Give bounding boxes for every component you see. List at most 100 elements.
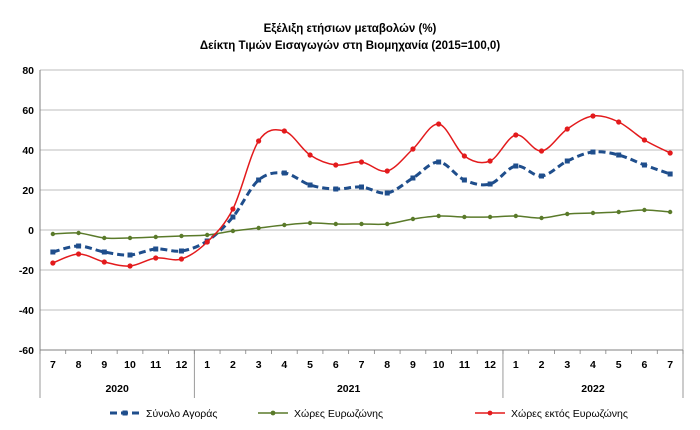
data-point	[410, 146, 416, 152]
data-point	[101, 249, 107, 255]
y-tick-label: 40	[22, 145, 34, 157]
data-point	[487, 214, 493, 220]
x-tick-label: 7	[667, 359, 673, 371]
x-tick-label: 10	[433, 359, 445, 371]
y-tick-label: 20	[22, 185, 34, 197]
x-tick-label: 5	[616, 359, 622, 371]
data-point	[307, 182, 313, 188]
data-point	[462, 214, 467, 220]
x-tick-label: 11	[150, 359, 161, 371]
x-tick-label: 7	[50, 359, 56, 371]
data-point	[590, 149, 596, 155]
data-point	[230, 214, 236, 220]
data-point	[256, 177, 262, 183]
legend-marker	[270, 410, 276, 416]
data-point	[564, 158, 570, 164]
y-tick-label: -40	[19, 305, 34, 317]
data-point	[461, 153, 467, 159]
x-tick-label: 3	[564, 359, 570, 371]
data-point	[436, 121, 442, 127]
data-point	[76, 230, 81, 236]
data-point	[256, 138, 262, 144]
data-point	[307, 220, 313, 226]
data-point	[667, 171, 673, 177]
data-point	[359, 184, 364, 190]
data-point	[667, 150, 673, 156]
data-point	[333, 162, 339, 168]
x-tick-label: 11	[459, 359, 470, 371]
data-point	[384, 168, 390, 174]
year-label: 2020	[105, 383, 129, 395]
year-label: 2021	[337, 383, 361, 395]
data-point	[179, 233, 184, 239]
data-point	[281, 170, 287, 176]
x-tick-label: 8	[76, 359, 82, 371]
data-point	[539, 215, 544, 221]
y-tick-label: -60	[19, 345, 34, 357]
data-point	[359, 221, 364, 227]
data-point	[256, 225, 261, 231]
data-point	[178, 256, 185, 262]
data-point	[487, 181, 493, 187]
data-point	[590, 210, 596, 216]
data-point	[641, 137, 648, 143]
legend-label: Χώρες εκτός Ευρωζώνης	[511, 408, 628, 420]
legend-label: Χώρες Ευρωζώνης	[294, 408, 383, 420]
data-point	[101, 259, 107, 265]
data-point	[616, 209, 621, 215]
data-point	[358, 159, 365, 165]
data-point	[127, 263, 133, 269]
data-point	[616, 152, 622, 158]
data-point	[667, 209, 673, 215]
data-point	[616, 119, 622, 125]
data-point	[204, 239, 210, 245]
data-point	[230, 228, 236, 234]
data-point	[513, 132, 519, 138]
data-point	[539, 173, 545, 179]
data-point	[385, 221, 390, 227]
series-lines	[50, 113, 673, 269]
data-point	[590, 113, 596, 119]
data-point	[565, 211, 570, 217]
x-tick-label: 10	[124, 359, 136, 371]
x-tick-label: 8	[384, 359, 390, 371]
data-point	[436, 159, 442, 165]
x-tick-label: 2	[539, 359, 545, 371]
legend-label: Σύνολο Αγοράς	[146, 408, 217, 420]
x-tick-label: 9	[101, 359, 107, 371]
x-tick-label: 4	[281, 359, 287, 371]
data-point	[436, 213, 441, 219]
year-label: 2022	[581, 383, 605, 395]
data-point	[564, 126, 570, 132]
data-point	[153, 246, 159, 252]
data-point	[204, 232, 210, 238]
data-point	[282, 222, 287, 228]
series-line-3	[52, 115, 671, 267]
data-point	[153, 255, 159, 261]
data-point	[384, 190, 390, 196]
x-tick-label: 1	[513, 359, 519, 371]
data-point	[333, 186, 339, 192]
x-tick-label: 3	[256, 359, 262, 371]
data-point	[50, 231, 56, 237]
legend-marker	[122, 410, 128, 416]
x-tick-label: 2	[230, 359, 236, 371]
data-point	[642, 207, 647, 213]
data-point	[127, 252, 133, 258]
series-line-1	[52, 150, 671, 257]
data-point	[50, 249, 56, 255]
y-tick-label: 80	[22, 65, 34, 77]
data-point	[487, 158, 493, 164]
data-point	[461, 177, 467, 183]
data-point	[50, 260, 56, 266]
data-point	[641, 162, 647, 168]
x-tick-label: 6	[333, 359, 339, 371]
data-point	[538, 148, 545, 154]
data-point	[307, 152, 313, 158]
y-tick-label: 60	[22, 105, 34, 117]
x-tick-label: 9	[410, 359, 416, 371]
x-tick-label: 12	[176, 359, 188, 371]
data-point	[281, 128, 287, 134]
data-point	[513, 213, 519, 219]
